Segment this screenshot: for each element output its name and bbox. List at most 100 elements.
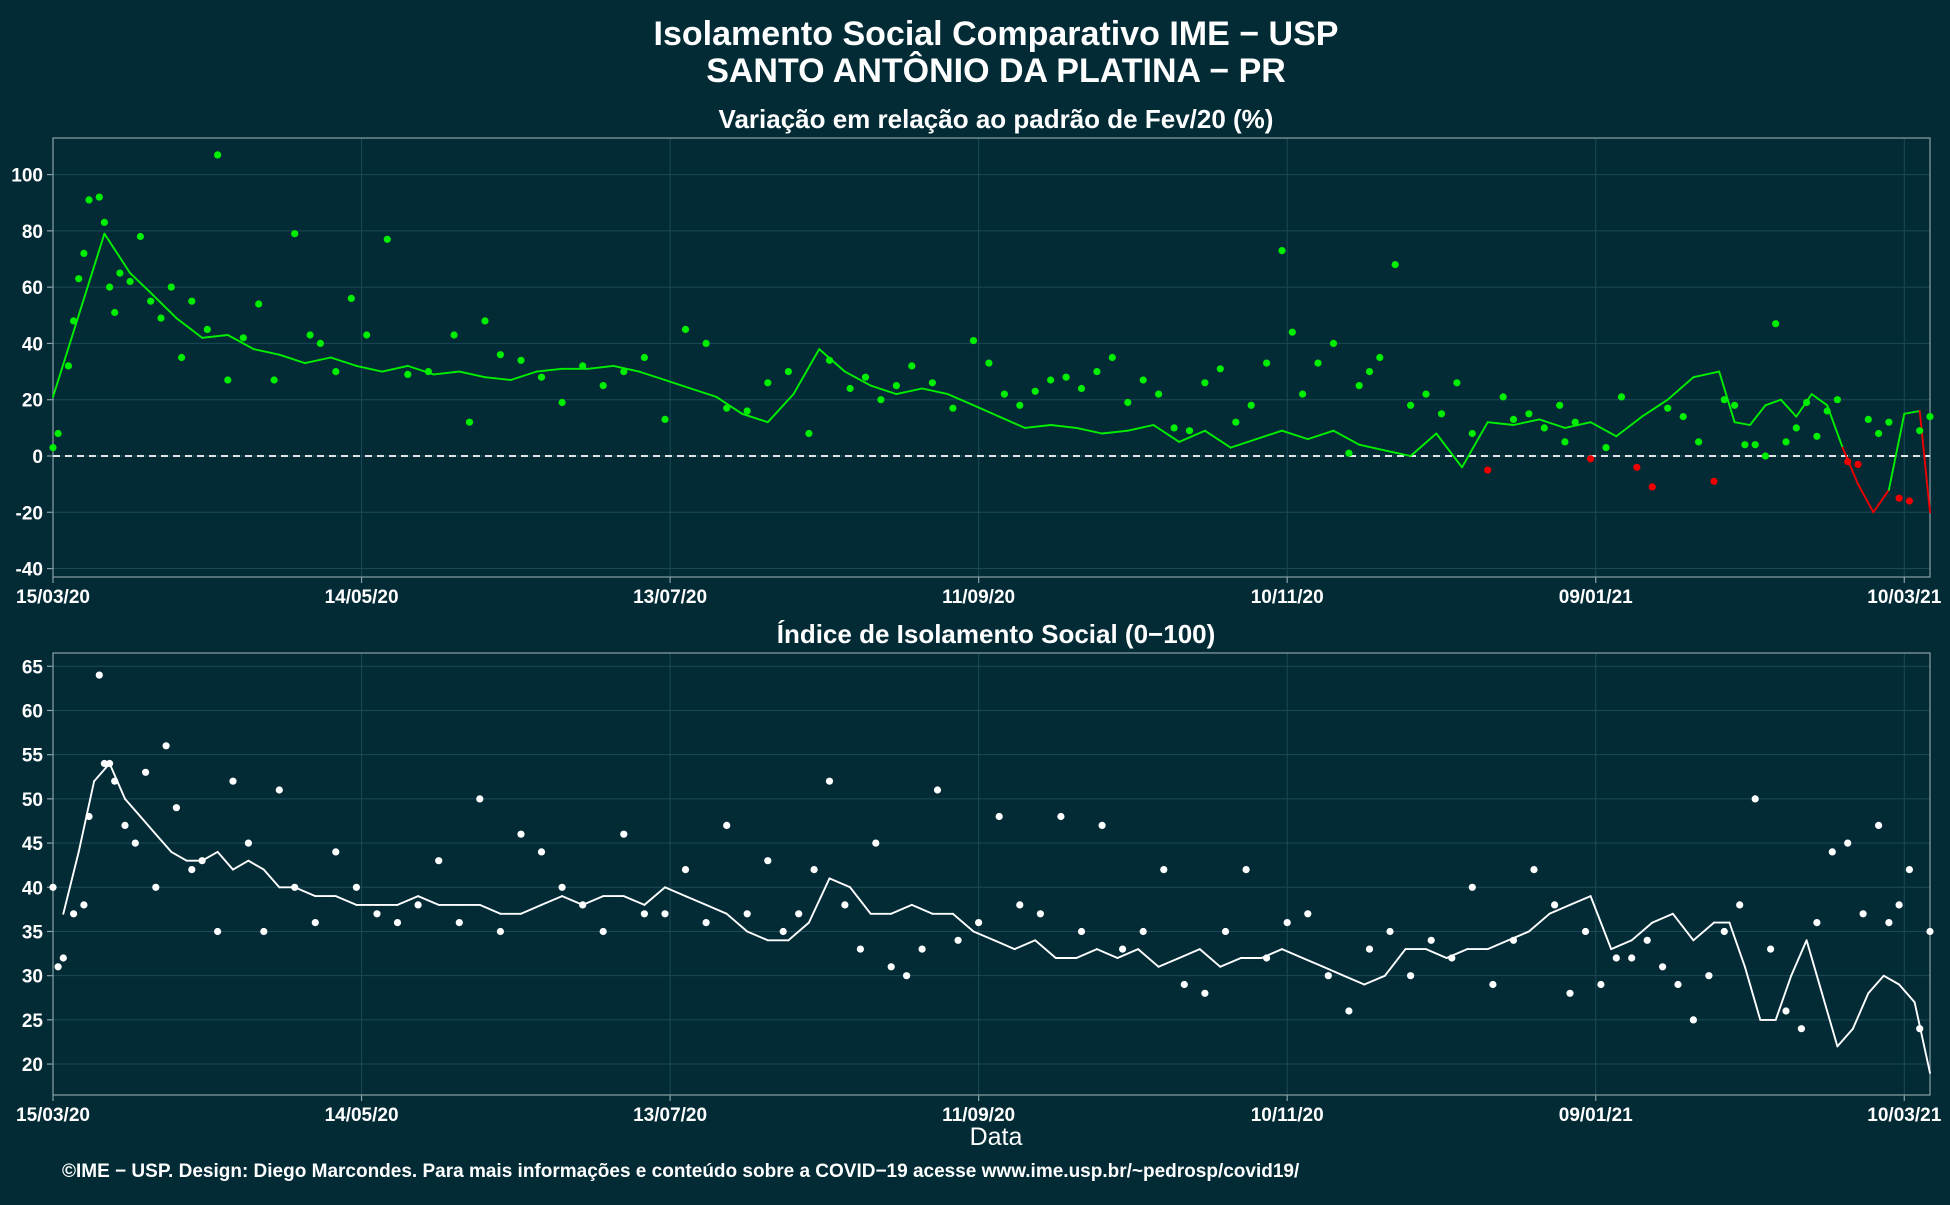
y-tick-label: 60 [22,701,43,722]
moving-average-segment [509,370,538,381]
data-point [80,901,88,909]
data-point [106,283,114,291]
moving-average-segment [1101,429,1129,435]
data-point [100,759,108,768]
data-point [723,404,731,412]
moving-average-segment [484,376,512,381]
moving-average-segment [1718,370,1736,424]
data-point [167,283,175,291]
data-point [969,337,978,345]
data-point [1916,427,1924,435]
data-point [1566,989,1574,997]
data-point [1875,429,1883,438]
data-point [424,368,432,376]
data-point [1731,401,1739,409]
data-point [949,404,957,412]
data-point [157,314,165,322]
data-point [393,919,402,927]
moving-average-segment [792,348,821,396]
x-tick-label: 15/03/20 [16,587,90,608]
moving-average-segment [293,886,317,898]
moving-average-segment [1810,393,1829,407]
data-point [1509,936,1518,944]
y-tick-label: 40 [22,334,43,355]
data-point [620,368,628,376]
data-point [1767,945,1775,953]
data-point [255,300,263,308]
data-point [846,384,854,393]
data-point [203,325,211,333]
data-point [1828,848,1836,856]
moving-average-segment [828,877,852,889]
data-point [1628,954,1636,962]
data-point [825,356,834,364]
moving-average-segment [1548,903,1571,915]
data-point [1180,980,1188,989]
moving-average-segment [216,850,234,871]
x-tick-label: 09/01/21 [1559,587,1633,608]
data-point [1695,438,1703,446]
data-point [1597,980,1605,989]
moving-average-segment [1203,429,1232,449]
data-point [1139,927,1147,936]
data-point [1905,497,1913,505]
data-point [1602,444,1610,452]
data-point [1782,1007,1790,1015]
moving-average-segment [170,850,188,862]
moving-average-segment [1743,965,1762,1021]
y-tick-label: 55 [22,746,44,767]
moving-average-segment [329,356,358,367]
moving-average-segment [1023,424,1052,429]
moving-average-segment [689,387,718,398]
moving-average-segment [252,348,281,356]
data-point [404,370,412,378]
data-point [1916,1025,1924,1033]
data-point [1468,883,1476,891]
moving-average-segment [1615,415,1643,438]
data-point [131,839,139,847]
data-point [681,325,690,333]
data-point [1232,418,1240,426]
data-point [496,927,504,936]
moving-average-segment [1887,412,1906,491]
moving-average-segment [1671,912,1695,942]
data-point [784,368,793,376]
moving-average-segment [843,370,872,387]
moving-average-segment [1733,421,1751,426]
data-point [1659,963,1667,971]
moving-average-segment [93,762,111,783]
panel-variation: -40 -20 0 20 40 60 80 100 15/03/20 14/05/20 13/07/… [11,137,1942,608]
y-tick-label: 80 [22,222,43,243]
data-point [558,883,566,891]
data-point [537,848,546,856]
data-point [476,795,484,803]
data-point [825,777,834,785]
data-point [80,249,88,257]
y-tick-label: 50 [22,790,43,811]
data-point [1859,910,1867,918]
data-point [1854,460,1862,468]
moving-average-segment [1749,404,1767,426]
data-point [496,351,504,359]
data-point [517,356,525,364]
moving-average-segment [1851,992,1870,1030]
data-point [1813,919,1821,927]
data-point [142,768,150,776]
data-point [1155,390,1163,398]
moving-average-segment [1563,421,1592,429]
data-point [1885,418,1893,426]
data-point [975,919,983,927]
moving-average-segment [201,334,229,339]
moving-average-segment [381,364,409,373]
data-point [599,927,607,936]
moving-average-segment [705,903,728,915]
moving-average-segment [684,895,708,906]
moving-average-segment [1538,418,1566,429]
data-point [465,418,474,426]
moving-average-segment [1281,948,1304,959]
data-point [1386,927,1394,936]
data-point [1643,936,1651,944]
moving-average-segment [417,895,440,906]
data-point [481,317,489,325]
data-point [352,883,360,891]
